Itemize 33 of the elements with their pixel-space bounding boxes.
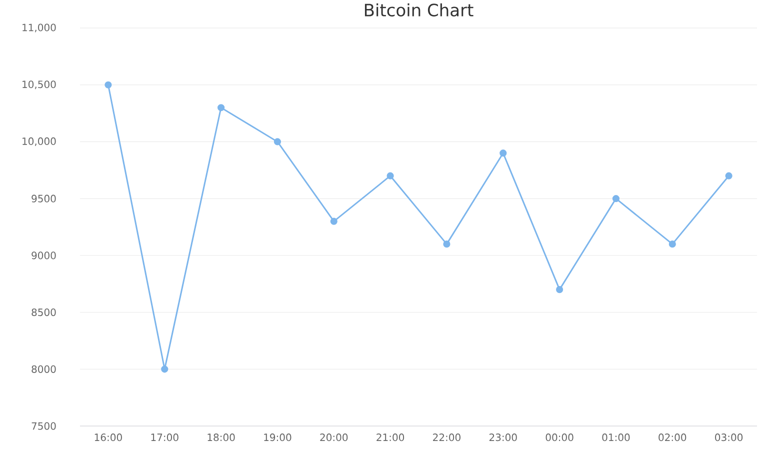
x-tick-label: 16:00: [94, 434, 122, 442]
point: [386, 172, 394, 180]
x-tick-label: 18:00: [208, 434, 235, 442]
x-tick-label: 19:00: [264, 434, 292, 442]
point: [330, 218, 338, 225]
y-tick-label: 10,000: [22, 137, 56, 146]
point: [556, 286, 564, 294]
y-tick-label: 11,000: [22, 24, 56, 32]
chart-title: Bitcoin Chart: [364, 3, 474, 16]
x-tick-label: 20:00: [320, 434, 348, 442]
point: [161, 366, 168, 373]
y-tick-label: 9000: [32, 252, 56, 260]
y-tick-label: 8000: [32, 365, 56, 373]
y-tick-label: 8500: [32, 308, 56, 316]
y-tick-label: 10,500: [22, 80, 56, 90]
point: [443, 240, 450, 248]
y-tick-label: 9500: [32, 194, 56, 202]
point: [725, 172, 732, 180]
y-tick-label: 7500: [32, 422, 56, 430]
point: [217, 104, 225, 112]
x-tick-label: 21:00: [376, 434, 404, 442]
point: [274, 138, 282, 146]
x-tick-label: 02:00: [658, 434, 686, 442]
x-tick-label: 01:00: [602, 434, 630, 442]
x-tick-label: 22:00: [433, 434, 460, 442]
point: [500, 150, 507, 157]
point: [104, 81, 112, 88]
x-tick-label: 17:00: [151, 434, 178, 442]
x-tick-label: 00:00: [546, 434, 574, 442]
x-tick-label: 03:00: [715, 434, 743, 442]
x-tick-label: 23:00: [489, 434, 517, 442]
point: [612, 195, 620, 202]
point: [668, 240, 676, 248]
